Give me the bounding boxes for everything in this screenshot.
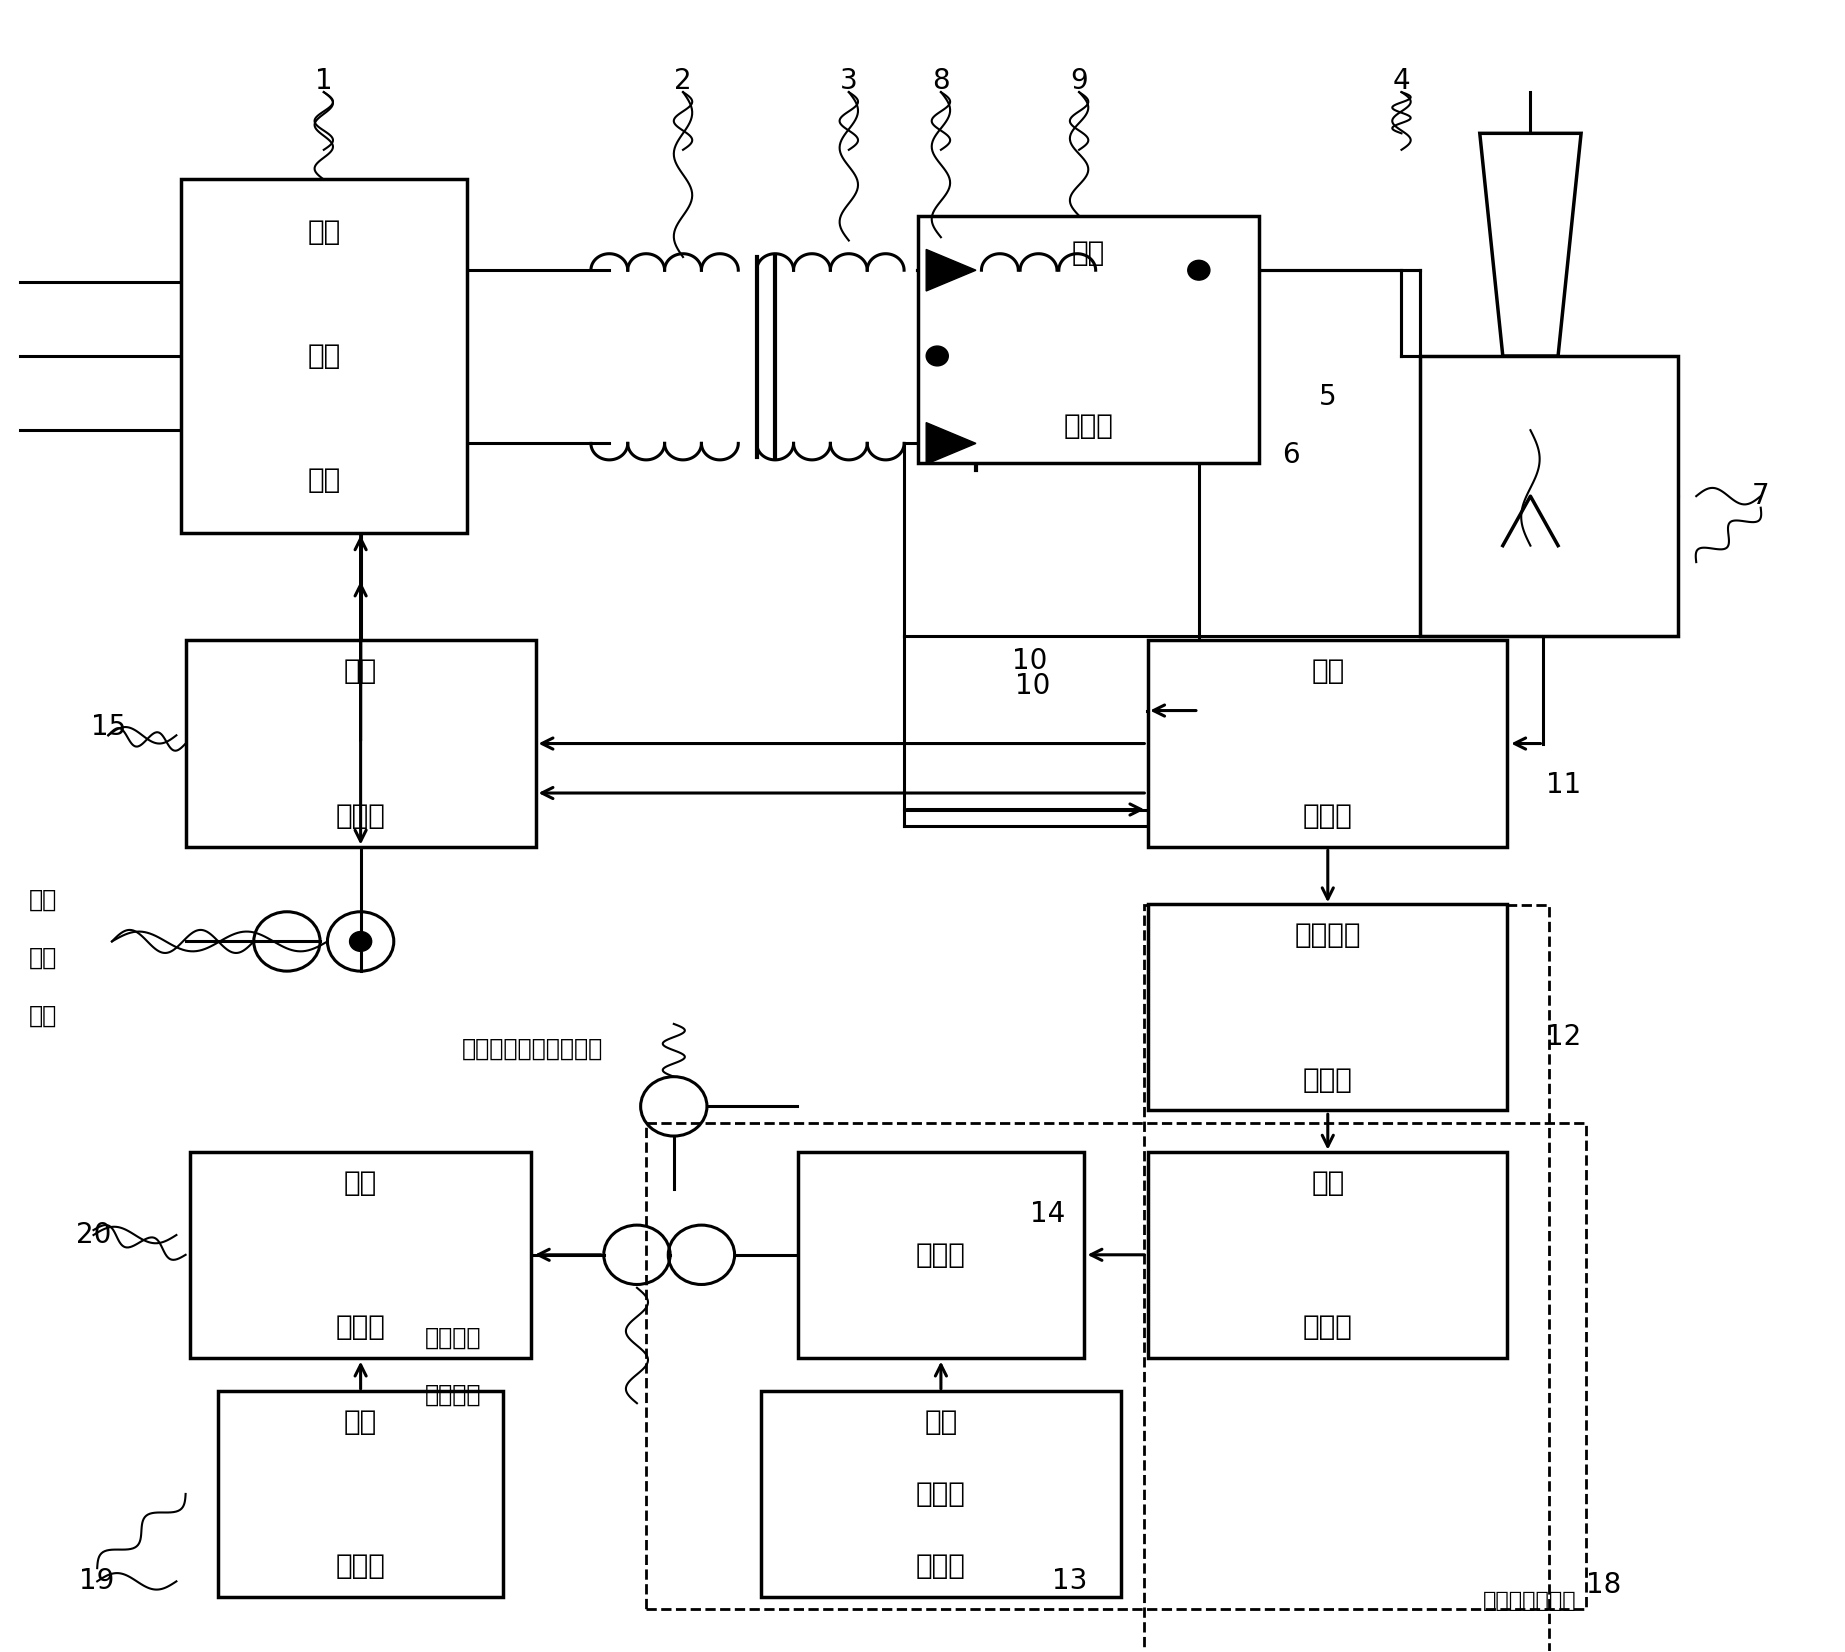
Bar	[1148, 904, 1507, 1110]
Text: 二阶: 二阶	[924, 1408, 958, 1436]
Text: 1: 1	[315, 66, 332, 94]
Polygon shape	[926, 249, 976, 291]
Text: 信号: 信号	[30, 1004, 57, 1028]
Text: 微分值: 微分值	[915, 1480, 967, 1508]
Text: 15: 15	[90, 714, 125, 742]
Bar	[1148, 1151, 1507, 1358]
Bar	[919, 216, 1258, 463]
Text: 矫正: 矫正	[30, 947, 57, 970]
Text: 20: 20	[76, 1221, 111, 1249]
Text: 12: 12	[1546, 1023, 1581, 1051]
Text: 电流: 电流	[1072, 240, 1105, 268]
Text: 输出: 输出	[30, 889, 57, 912]
Text: 设定器: 设定器	[336, 1553, 386, 1579]
Text: 14: 14	[1030, 1199, 1065, 1227]
Text: 二阶: 二阶	[1312, 1168, 1345, 1196]
Text: 比较器: 比较器	[915, 1241, 967, 1269]
Bar	[762, 1391, 1120, 1597]
Bar	[1148, 641, 1507, 846]
Text: 检测器: 检测器	[1303, 801, 1352, 829]
Text: 检测器: 检测器	[1063, 411, 1113, 439]
Text: 11: 11	[1546, 771, 1581, 800]
Text: 熔滴脱离检测许可信号: 熔滴脱离检测许可信号	[461, 1037, 603, 1061]
Bar	[1144, 905, 1548, 1652]
Circle shape	[1188, 261, 1210, 281]
Text: 波形: 波形	[343, 1408, 376, 1436]
Text: 10: 10	[1011, 648, 1046, 676]
Bar	[218, 1391, 504, 1597]
Text: 5: 5	[1319, 383, 1336, 411]
Bar	[181, 178, 467, 534]
Polygon shape	[1480, 134, 1581, 355]
Text: 10: 10	[1015, 672, 1050, 700]
Circle shape	[349, 932, 371, 952]
Text: 7: 7	[1753, 482, 1769, 510]
Text: 输出: 输出	[306, 218, 341, 246]
Text: 控制: 控制	[306, 342, 341, 370]
Circle shape	[926, 345, 948, 365]
Text: 波形: 波形	[343, 1168, 376, 1196]
Text: 3: 3	[839, 66, 858, 94]
Text: 熔滴脱离检测部: 熔滴脱离检测部	[1483, 1591, 1576, 1611]
Text: 生成器: 生成器	[336, 1313, 386, 1341]
Text: 元件: 元件	[306, 466, 341, 494]
Text: 微分器: 微分器	[1303, 1313, 1352, 1341]
Text: 2: 2	[673, 66, 692, 94]
Bar	[1421, 355, 1677, 636]
Text: 18: 18	[1587, 1571, 1622, 1599]
Text: 焊接电压: 焊接电压	[1295, 922, 1362, 950]
Text: 控制器: 控制器	[336, 801, 386, 829]
Text: 6: 6	[1282, 441, 1299, 469]
Text: 13: 13	[1052, 1568, 1087, 1596]
Text: 电压: 电压	[1312, 657, 1345, 686]
Text: 微分器: 微分器	[1303, 1066, 1352, 1094]
Text: 4: 4	[1393, 66, 1410, 94]
Bar	[190, 1151, 531, 1358]
Text: 输出: 输出	[343, 657, 376, 686]
Text: 8: 8	[932, 66, 950, 94]
Bar	[799, 1151, 1083, 1358]
Bar	[186, 641, 535, 846]
Text: 熔滴脱离: 熔滴脱离	[424, 1325, 482, 1350]
Text: 检测信号: 检测信号	[424, 1383, 482, 1408]
Text: 9: 9	[1070, 66, 1089, 94]
Text: 19: 19	[79, 1568, 114, 1596]
Polygon shape	[926, 423, 976, 464]
Bar	[646, 1123, 1585, 1609]
Text: 设定器: 设定器	[915, 1553, 967, 1579]
